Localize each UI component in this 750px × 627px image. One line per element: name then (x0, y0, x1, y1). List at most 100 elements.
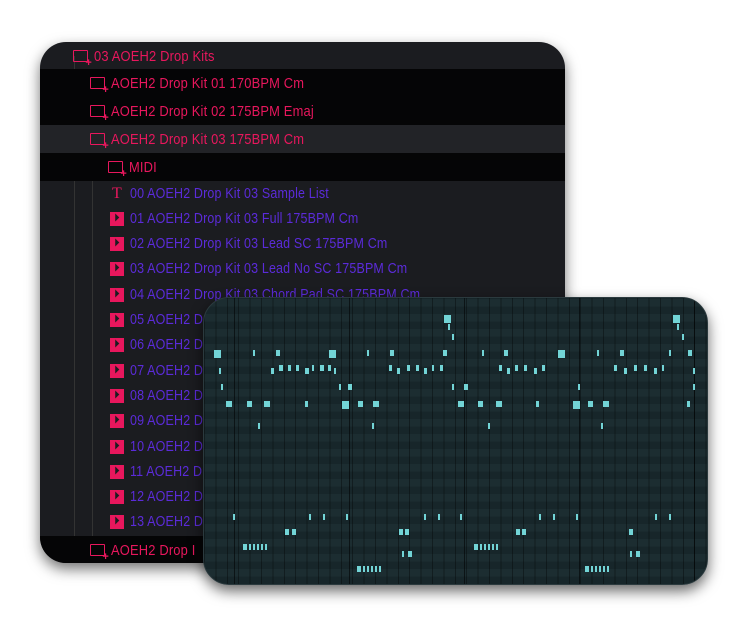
audio-file-icon: ⏵ (110, 211, 124, 226)
midi-note (452, 384, 454, 390)
file-item[interactable]: ⏵ 08 AOEH2 Dr (40, 383, 565, 408)
midi-note (539, 514, 541, 520)
midi-note (488, 423, 490, 429)
file-item[interactable]: ⏵ 13 AOEH2 Dr (40, 510, 565, 535)
midi-note (677, 324, 679, 330)
midi-note (371, 566, 373, 572)
audio-file-icon: ⏵ (110, 414, 124, 429)
midi-note (603, 566, 605, 572)
midi-note (536, 401, 539, 407)
bar-line (579, 298, 580, 584)
midi-note (389, 365, 392, 371)
midi-note (346, 514, 348, 520)
midi-note (276, 350, 280, 356)
midi-note (673, 315, 680, 323)
midi-note (504, 350, 508, 356)
midi-note (363, 566, 365, 572)
file-item[interactable]: ⏵ 01 AOEH2 Drop Kit 03 Full 175BPM Cm (40, 206, 565, 231)
midi-note (265, 544, 267, 550)
file-item[interactable]: ⏵ 03 AOEH2 Drop Kit 03 Lead No SC 175BPM … (40, 257, 565, 282)
bar-line (234, 298, 235, 584)
folder-plus-icon (90, 105, 109, 124)
file-item[interactable]: ⏵ 06 AOEH2 Dr (40, 333, 565, 358)
midi-note (458, 401, 464, 407)
folder-item[interactable]: 03 AOEH2 Drop Kits (40, 42, 565, 70)
midi-note (488, 544, 490, 550)
midi-note (524, 365, 527, 371)
midi-note (480, 544, 482, 550)
midi-note (452, 334, 454, 340)
midi-note (253, 350, 255, 356)
item-label: AOEH2 Drop I (111, 541, 196, 559)
file-item[interactable]: ⏵ 10 AOEH2 Dr (40, 434, 565, 459)
midi-note (408, 551, 412, 557)
folder-item[interactable]: MIDI (40, 153, 565, 181)
midi-note (432, 365, 434, 371)
midi-note (573, 401, 580, 409)
item-label: 11 AOEH2 Dr (130, 463, 207, 480)
midi-note (342, 401, 349, 409)
midi-note (258, 423, 260, 429)
text-file-icon: T (112, 184, 122, 202)
midi-note (288, 365, 291, 371)
folder-plus-icon (73, 50, 92, 69)
midi-note (323, 514, 325, 520)
midi-note (339, 384, 341, 390)
midi-note (499, 365, 502, 371)
midi-note (375, 566, 377, 572)
midi-note (687, 401, 690, 407)
file-item[interactable]: ⏵ 11 AOEH2 Dr (40, 459, 565, 484)
midi-note (373, 401, 379, 407)
audio-file-icon: ⏵ (110, 490, 124, 505)
midi-note (372, 423, 374, 429)
folder-item[interactable]: AOEH2 Drop Kit 03 175BPM Cm (40, 125, 565, 153)
midi-note (416, 365, 419, 371)
midi-note (601, 423, 603, 429)
file-item[interactable]: ⏵ 07 AOEH2 Dr (40, 358, 565, 383)
midi-note (296, 365, 299, 371)
midi-note (599, 566, 601, 572)
item-label: 10 AOEH2 Dr (130, 438, 208, 455)
midi-note (405, 529, 409, 535)
midi-note (553, 514, 555, 520)
bar-line (349, 298, 350, 584)
midi-note (682, 334, 684, 340)
midi-note (367, 566, 369, 572)
audio-file-icon: ⏵ (110, 515, 124, 530)
midi-note (305, 368, 309, 374)
midi-note (328, 365, 331, 371)
file-item[interactable]: ⏵ 09 AOEH2 Dr (40, 409, 565, 434)
midi-note (464, 384, 468, 390)
item-label: 01 AOEH2 Drop Kit 03 Full 175BPM Cm (130, 210, 359, 227)
midi-note (484, 544, 486, 550)
midi-note (402, 551, 404, 557)
midi-note (329, 350, 336, 358)
midi-note (597, 350, 599, 356)
item-label: 02 AOEH2 Drop Kit 03 Lead SC 175BPM Cm (130, 236, 388, 253)
item-label: 00 AOEH2 Drop Kit 03 Sample List (130, 185, 329, 202)
item-label: 03 AOEH2 Drop Kit 03 Lead No SC 175BPM C… (130, 261, 408, 278)
midi-note (655, 514, 657, 520)
midi-note (576, 514, 578, 520)
folder-item[interactable]: AOEH2 Drop Kit 01 170BPM Cm (40, 69, 565, 97)
midi-note (443, 350, 447, 356)
audio-file-icon: ⏵ (110, 313, 124, 327)
midi-note (357, 566, 361, 572)
midi-note (534, 368, 537, 374)
midi-note (214, 350, 221, 358)
file-item[interactable]: ⏵ 05 AOEH2 Dr (40, 308, 565, 333)
item-label: 13 AOEH2 Dr (130, 514, 208, 531)
folder-item[interactable]: AOEH2 Drop Kit 02 175BPM Emaj (40, 97, 565, 125)
audio-file-icon: ⏵ (110, 388, 124, 403)
midi-note (261, 544, 263, 550)
item-label: 05 AOEH2 Dr (130, 312, 208, 328)
audio-file-icon: ⏵ (110, 338, 124, 353)
midi-note (662, 365, 664, 371)
file-item[interactable]: ⏵ 02 AOEH2 Drop Kit 03 Lead SC 175BPM Cm (40, 232, 565, 257)
item-label: 08 AOEH2 Dr (130, 387, 208, 404)
midi-note (219, 368, 221, 374)
midi-note (444, 315, 451, 323)
file-item[interactable]: T 00 AOEH2 Drop Kit 03 Sample List (40, 181, 565, 206)
file-item[interactable]: ⏵ 12 AOEH2 Dr (40, 485, 565, 510)
audio-file-icon: ⏵ (110, 262, 124, 277)
